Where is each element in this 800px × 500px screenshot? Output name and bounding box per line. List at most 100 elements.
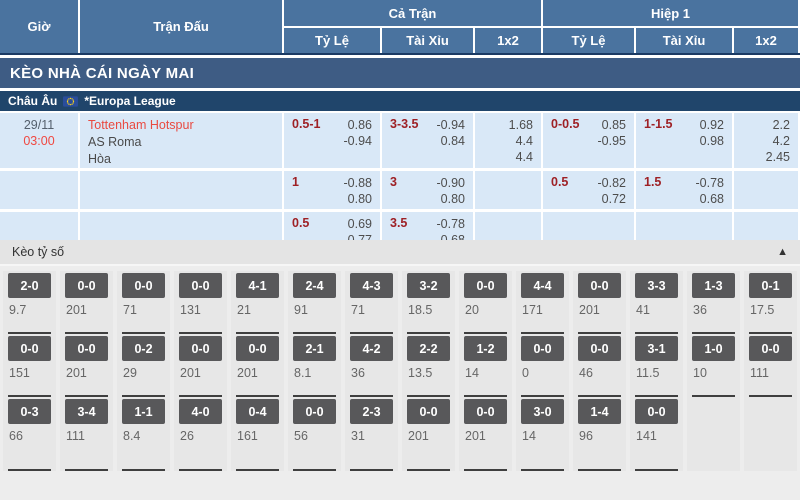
score-odds-cell[interactable]: 1-2 14 <box>459 334 512 397</box>
odds-value: 0.92 <box>699 118 724 132</box>
score-odds-cell[interactable]: 4-4 171 <box>516 271 569 334</box>
score-box: 1-0 <box>692 336 735 361</box>
league-bar[interactable]: Châu Âu *Europa League <box>0 91 800 111</box>
score-odds-cell[interactable]: 3-2 18.5 <box>402 271 455 334</box>
score-odds-cell[interactable]: 3-0 14 <box>516 397 569 471</box>
score-box: 1-4 <box>578 399 621 424</box>
score-odds-value: 11.5 <box>636 366 660 380</box>
score-odds-value: 111 <box>66 429 86 443</box>
odds-cell-ft-over-under[interactable]: 3 -0.90 0.80 <box>382 171 473 209</box>
score-column: 1-3 36 1-0 10 <box>687 271 740 471</box>
score-column: 2-4 91 2-1 8.1 0-0 56 <box>288 271 341 471</box>
score-odds-cell[interactable]: 0-0 201 <box>60 334 113 397</box>
score-odds-cell[interactable]: 1-0 10 <box>687 334 740 397</box>
score-odds-cell[interactable]: 0-0 141 <box>630 397 683 471</box>
handicap-line: 0.5 <box>292 216 310 230</box>
score-odds-cell[interactable]: 0-0 56 <box>288 397 341 471</box>
score-cell-underline <box>692 395 735 397</box>
score-box: 0-0 <box>635 399 678 424</box>
header-h1-handicap: Tỷ Lệ <box>543 28 634 53</box>
score-cell-underline <box>65 332 108 334</box>
score-column: 4-3 71 4-2 36 2-3 31 <box>345 271 398 471</box>
score-odds-cell[interactable]: 0-0 0 <box>516 334 569 397</box>
score-odds-value: 31 <box>351 429 365 443</box>
score-box: 0-3 <box>8 399 51 424</box>
match-time-cell: 29/11 03:00 <box>0 113 78 168</box>
collapse-icon[interactable]: ▲ <box>777 246 788 258</box>
score-odds-cell[interactable]: 0-0 151 <box>3 334 56 397</box>
odds-value: 0.68 <box>699 192 724 206</box>
score-odds-cell[interactable]: 0-0 111 <box>744 334 797 397</box>
odds-value: 4.4 <box>515 134 533 148</box>
score-odds-cell[interactable]: 0-1 17.5 <box>744 271 797 334</box>
odds-cell-h1-over-under[interactable]: 1.5 -0.78 0.68 <box>636 171 732 209</box>
score-odds-cell[interactable]: 1-4 96 <box>573 397 626 471</box>
score-odds-cell[interactable]: 0-0 201 <box>60 271 113 334</box>
score-odds-cell[interactable]: 1-3 36 <box>687 271 740 334</box>
odds-cell-ft-over-under[interactable]: 3-3.5 -0.94 0.84 <box>382 113 473 168</box>
odds-cell-h1-1x2[interactable]: 2.2 4.2 2.45 <box>734 113 798 168</box>
score-odds-value: 14 <box>522 429 536 443</box>
score-odds-cell[interactable]: 3-1 11.5 <box>630 334 683 397</box>
score-odds-value: 20 <box>465 303 479 317</box>
score-odds-cell[interactable]: 4-1 21 <box>231 271 284 334</box>
score-cell-underline <box>749 332 792 334</box>
odds-cell-ft-1x2[interactable]: 1.68 4.4 4.4 <box>475 113 541 168</box>
score-odds-cell[interactable]: 0-4 161 <box>231 397 284 471</box>
odds-value: 0.85 <box>601 118 626 132</box>
odds-cell-h1-over-under[interactable]: 1-1.5 0.92 0.98 <box>636 113 732 168</box>
score-odds-cell[interactable]: 0-0 201 <box>459 397 512 471</box>
score-odds-cell[interactable]: 2-4 91 <box>288 271 341 334</box>
score-odds-cell[interactable]: 0-0 71 <box>117 271 170 334</box>
score-odds-cell[interactable]: 0-2 29 <box>117 334 170 397</box>
score-odds-cell[interactable]: 0-3 66 <box>3 397 56 471</box>
score-box: 0-0 <box>578 273 621 298</box>
header-h1-over-under: Tài Xỉu <box>636 28 732 53</box>
score-cell-underline <box>578 395 621 397</box>
header-time-column: Giờ <box>0 0 78 53</box>
odds-cell-h1-handicap[interactable]: 0-0.5 0.85 -0.95 <box>543 113 634 168</box>
score-odds-cell[interactable]: 3-3 41 <box>630 271 683 334</box>
score-cell-underline <box>464 395 507 397</box>
score-odds-value: 41 <box>636 303 650 317</box>
score-odds-value: 18.5 <box>408 303 433 317</box>
odds-cell-ft-handicap[interactable]: 1 -0.88 0.80 <box>284 171 380 209</box>
score-odds-cell[interactable]: 0-0 201 <box>174 334 227 397</box>
score-box: 0-0 <box>749 336 792 361</box>
score-odds-cell[interactable]: 0-0 201 <box>402 397 455 471</box>
score-odds-cell[interactable]: 2-1 8.1 <box>288 334 341 397</box>
score-box: 4-4 <box>521 273 564 298</box>
score-odds-empty <box>744 397 797 471</box>
score-odds-cell[interactable]: 2-2 13.5 <box>402 334 455 397</box>
odds-cell-ft-handicap[interactable]: 0.5-1 0.86 -0.94 <box>284 113 380 168</box>
score-odds-cell[interactable]: 0-0 201 <box>573 271 626 334</box>
score-odds-cell[interactable]: 0-0 131 <box>174 271 227 334</box>
correct-score-title: Kèo tỷ số <box>12 245 65 259</box>
score-cell-underline <box>464 332 507 334</box>
score-column: 0-0 201 0-0 201 3-4 111 <box>60 271 113 471</box>
score-odds-cell[interactable]: 0-0 20 <box>459 271 512 334</box>
match-time-cell <box>0 171 78 209</box>
score-odds-value: 29 <box>123 366 137 380</box>
score-cell-underline <box>8 332 51 334</box>
odds-value: 0.86 <box>347 118 372 132</box>
score-odds-cell[interactable]: 3-4 111 <box>60 397 113 471</box>
score-odds-cell[interactable]: 0-0 46 <box>573 334 626 397</box>
odds-value: 0.84 <box>440 134 465 148</box>
score-odds-cell[interactable]: 4-2 36 <box>345 334 398 397</box>
score-odds-cell[interactable]: 4-0 26 <box>174 397 227 471</box>
score-odds-cell[interactable]: 0-0 201 <box>231 334 284 397</box>
score-odds-cell[interactable]: 1-1 8.4 <box>117 397 170 471</box>
score-odds-cell[interactable]: 2-0 9.7 <box>3 271 56 334</box>
score-cell-underline <box>350 332 393 334</box>
odds-cell-h1-handicap[interactable]: 0.5 -0.82 0.72 <box>543 171 634 209</box>
odds-stack: -0.94 0.84 <box>437 117 466 149</box>
score-odds-cell[interactable]: 4-3 71 <box>345 271 398 334</box>
odds-table-header: Giờ Trận Đấu Cả Trận Hiệp 1 Tỷ Lệ Tài Xỉ… <box>0 0 800 55</box>
score-cell-underline <box>521 395 564 397</box>
score-odds-cell[interactable]: 2-3 31 <box>345 397 398 471</box>
score-odds-value: 8.4 <box>123 429 141 443</box>
match-odds-subrow: 29/11 03:00 Tottenham Hotspur AS Roma Hòa 0.5… <box>0 113 800 168</box>
handicap-line: 1.5 <box>644 175 662 189</box>
